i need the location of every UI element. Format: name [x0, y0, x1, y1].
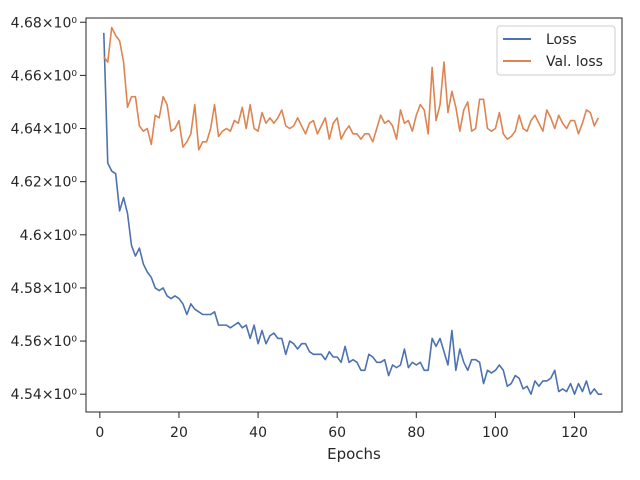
plot-frame: [85, 17, 623, 413]
y-tick-label: 4.62×10⁰: [11, 175, 78, 191]
x-tick-label: 0: [95, 425, 104, 441]
series-lines: [103, 26, 603, 396]
x-tick-label: 40: [249, 425, 267, 441]
legend: Loss Val. loss: [496, 25, 616, 76]
x-tick-label: 20: [170, 425, 188, 441]
x-tick-label: 100: [482, 425, 509, 441]
legend-label-val-loss: Val. loss: [546, 54, 603, 70]
y-tick-label: 4.56×10⁰: [11, 334, 78, 350]
y-tick-label: 4.6×10⁰: [20, 228, 78, 244]
x-axis-label: Epochs: [327, 445, 381, 463]
y-tick-label: 4.58×10⁰: [11, 281, 78, 297]
series-line-val-loss: [103, 26, 599, 151]
x-tick-label: 60: [328, 425, 346, 441]
series-line-loss: [103, 32, 603, 396]
y-tick-label: 4.64×10⁰: [11, 122, 78, 138]
y-tick-label: 4.54×10⁰: [11, 387, 78, 403]
x-tick-label: 120: [561, 425, 588, 441]
y-axis-ticks: 4.54×10⁰ 4.56×10⁰ 4.58×10⁰ 4.6×10⁰ 4.62×10⁰ 4…: [11, 15, 86, 403]
y-tick-label: 4.68×10⁰: [11, 15, 78, 31]
x-tick-label: 80: [407, 425, 425, 441]
y-tick-label: 4.66×10⁰: [11, 68, 78, 84]
legend-label-loss: Loss: [546, 32, 577, 48]
x-axis-ticks: 0 20 40 60 80 100 120: [95, 412, 588, 441]
